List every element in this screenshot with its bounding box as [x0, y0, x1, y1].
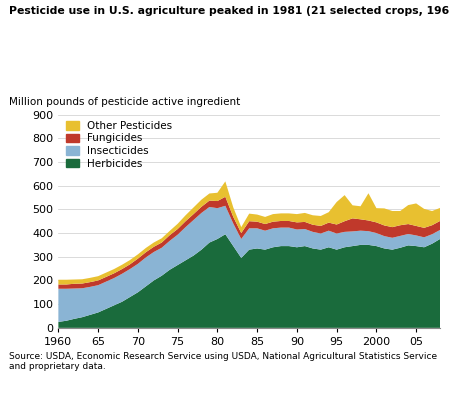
Legend: Other Pesticides, Fungicides, Insecticides, Herbicides: Other Pesticides, Fungicides, Insecticid…: [62, 117, 176, 173]
Text: Pesticide use in U.S. agriculture peaked in 1981 (21 selected crops, 1960 -2008): Pesticide use in U.S. agriculture peaked…: [9, 6, 449, 16]
Text: Million pounds of pesticide active ingredient: Million pounds of pesticide active ingre…: [9, 97, 240, 107]
Text: Source: USDA, Economic Research Service using USDA, National Agricultural Statis: Source: USDA, Economic Research Service …: [9, 352, 437, 371]
